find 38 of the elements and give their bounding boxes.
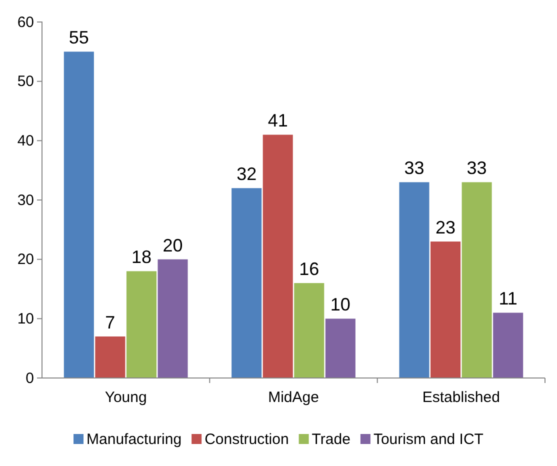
y-tick-label: 30	[17, 192, 34, 209]
bar	[232, 188, 262, 378]
data-label: 32	[236, 164, 257, 184]
x-tick-label: Established	[422, 389, 500, 406]
bar	[158, 259, 188, 378]
y-tick-label: 40	[17, 132, 34, 150]
data-label: 33	[404, 158, 424, 178]
data-label: 10	[330, 294, 350, 315]
data-label: 33	[466, 158, 487, 178]
y-tick-label: 50	[17, 73, 34, 90]
data-label: 23	[436, 218, 456, 238]
data-label: 16	[299, 259, 320, 280]
bar	[430, 242, 461, 378]
data-label: 20	[162, 235, 183, 256]
bar	[325, 318, 356, 378]
bar	[294, 283, 324, 378]
data-label: 11	[498, 288, 518, 309]
x-tick-label: MidAge	[268, 389, 319, 406]
legend-label: Construction	[204, 431, 289, 448]
bar	[262, 134, 293, 378]
legend-label: Tourism and ICT	[373, 431, 484, 448]
data-label: 55	[68, 28, 89, 48]
bar	[64, 52, 94, 378]
bar	[493, 312, 524, 378]
y-tick-label: 0	[26, 370, 34, 387]
bar	[95, 336, 126, 378]
y-tick-label: 60	[17, 14, 34, 31]
bar	[462, 182, 492, 378]
legend-label: Manufacturing	[86, 431, 182, 448]
y-tick-label: 20	[17, 251, 34, 268]
data-label: 18	[131, 247, 152, 268]
bar	[126, 271, 156, 378]
data-label: 7	[105, 312, 116, 332]
y-tick-label: 10	[17, 310, 34, 328]
legend-label: Trade	[312, 431, 350, 448]
data-label: 41	[268, 110, 288, 131]
bar	[399, 182, 430, 378]
x-tick-label: Young	[104, 389, 147, 406]
